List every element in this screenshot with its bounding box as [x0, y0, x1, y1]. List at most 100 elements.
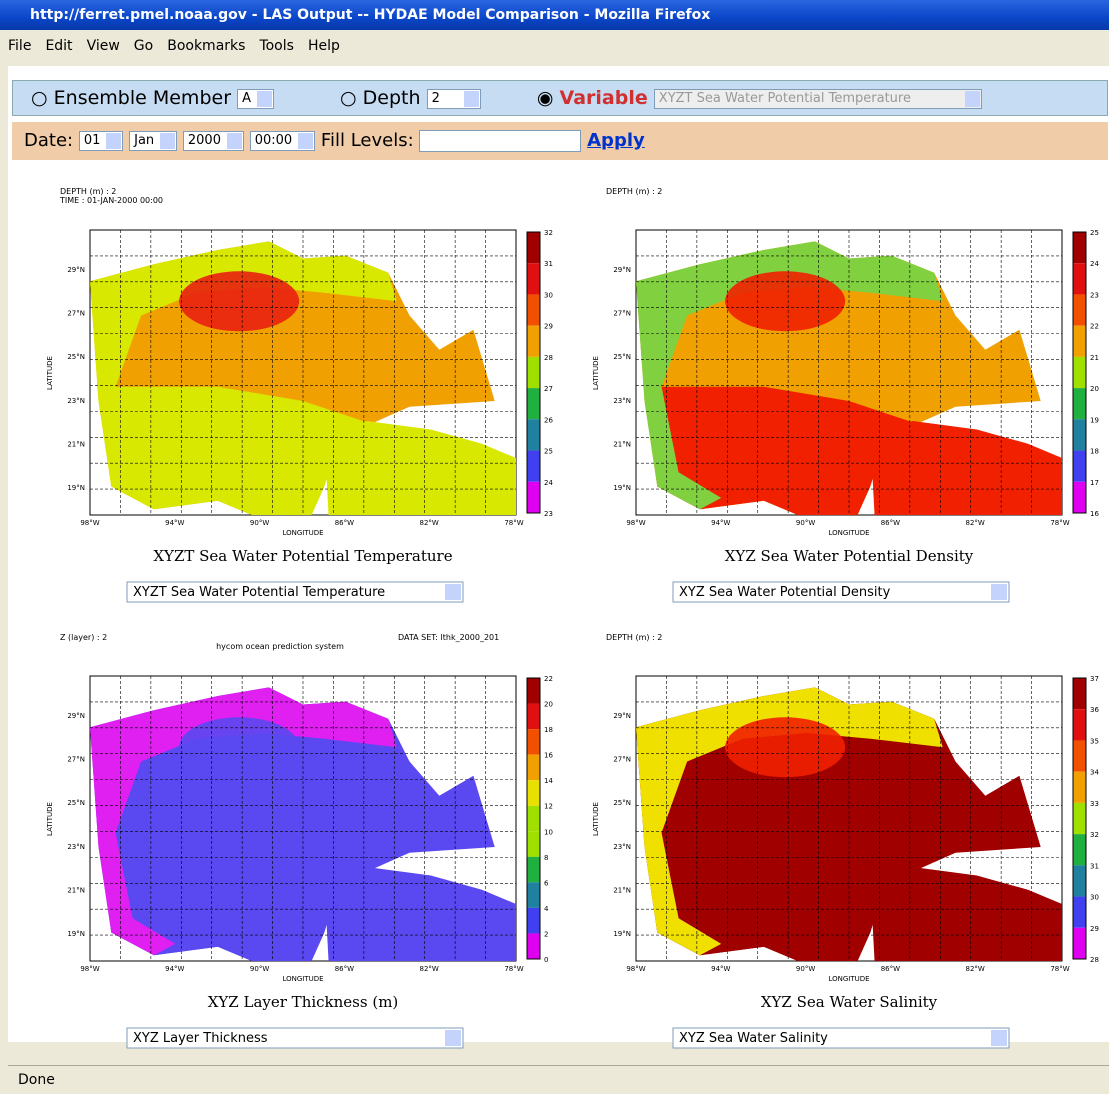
page: http://ferret.pmel.noaa.gov - LAS Output… [0, 0, 1109, 1093]
colorbar-segment [527, 326, 540, 357]
colorbar-segment [527, 451, 540, 482]
colorbar-label: 29 [1090, 925, 1099, 933]
ocean-feature [725, 271, 845, 331]
colorbar-label: 37 [1090, 675, 1099, 683]
lat-tick-label: 19°N [67, 484, 85, 492]
lat-tick-label: 23°N [613, 843, 631, 851]
colorbar-label: 28 [1090, 956, 1099, 964]
plot-header: TIME : 01-JAN-2000 00:00 [59, 196, 163, 205]
plot-subtitle: hycom ocean prediction system [216, 642, 344, 651]
colorbar-label: 31 [1090, 862, 1099, 870]
lon-tick-label: 90°W [796, 965, 815, 973]
colorbar-label: 26 [544, 416, 553, 424]
colorbar-label: 33 [1090, 800, 1099, 808]
lat-tick-label: 25°N [613, 799, 631, 807]
colorbar-segment [527, 678, 540, 704]
colorbar-label: 32 [1090, 831, 1099, 839]
lat-tick-label: 21°N [613, 886, 631, 894]
colorbar-segment [527, 704, 540, 730]
plot-header: DEPTH (m) : 2 [60, 187, 116, 196]
colorbar-segment [1073, 709, 1086, 740]
plot-header: DEPTH (m) : 2 [606, 633, 662, 642]
lon-tick-label: 94°W [711, 965, 730, 973]
lat-tick-label: 23°N [67, 397, 85, 405]
colorbar-label: 22 [1090, 323, 1099, 331]
colorbar-label: 28 [544, 354, 553, 362]
lon-tick-label: 82°W [966, 965, 985, 973]
lon-tick-label: 98°W [626, 519, 645, 527]
colorbar-label: 35 [1090, 737, 1099, 745]
select-value: XYZ Sea Water Salinity [679, 1031, 828, 1046]
x-axis-label: LONGITUDE [828, 529, 869, 537]
lon-tick-label: 90°W [250, 519, 269, 527]
select-button [445, 584, 461, 600]
colorbar-label: 16 [1090, 510, 1099, 518]
y-axis-label: LATITUDE [46, 356, 54, 390]
lon-tick-label: 86°W [881, 519, 900, 527]
colorbar-segment [527, 482, 540, 513]
colorbar-segment [527, 908, 540, 934]
colorbar-segment [527, 780, 540, 806]
lat-tick-label: 27°N [613, 756, 631, 764]
lat-tick-label: 29°N [613, 266, 631, 274]
lon-tick-label: 82°W [420, 965, 439, 973]
colorbar-label: 25 [544, 448, 553, 456]
select-value: XYZT Sea Water Potential Temperature [133, 585, 385, 600]
lon-tick-label: 94°W [165, 965, 184, 973]
lat-tick-label: 21°N [613, 440, 631, 448]
colorbar-segment [1073, 678, 1086, 709]
colorbar-label: 23 [1090, 291, 1099, 299]
y-axis-label: LATITUDE [592, 356, 600, 390]
ocean-feature [179, 271, 299, 331]
lon-tick-label: 86°W [881, 965, 900, 973]
lon-tick-label: 90°W [796, 519, 815, 527]
lon-tick-label: 90°W [250, 965, 269, 973]
colorbar-segment [1073, 772, 1086, 803]
plot-title: XYZ Sea Water Potential Density [725, 547, 974, 565]
ocean-feature [179, 717, 299, 777]
colorbar-segment [1073, 326, 1086, 357]
colorbar-segment [1073, 388, 1086, 419]
lat-tick-label: 25°N [613, 353, 631, 361]
colorbar-label: 22 [544, 675, 553, 683]
plots: DEPTH (m) : 2TIME : 01-JAN-2000 00:0029°… [0, 0, 1109, 1060]
colorbar-segment [527, 755, 540, 781]
colorbar-label: 18 [1090, 448, 1099, 456]
dataset-label: DATA SET: lthk_2000_201 [398, 633, 499, 642]
plot-title: XYZ Layer Thickness (m) [208, 993, 399, 1011]
colorbar-label: 17 [1090, 479, 1099, 487]
lat-tick-label: 27°N [613, 310, 631, 318]
colorbar-label: 12 [544, 803, 553, 811]
select-button [991, 1030, 1007, 1046]
lon-tick-label: 86°W [335, 519, 354, 527]
lon-tick-label: 86°W [335, 965, 354, 973]
plot-title: XYZT Sea Water Potential Temperature [153, 547, 452, 565]
plot-header: Z (layer) : 2 [60, 633, 107, 642]
colorbar-segment [527, 232, 540, 263]
colorbar-label: 16 [544, 752, 553, 760]
plot-header: DEPTH (m) : 2 [606, 187, 662, 196]
lat-tick-label: 19°N [613, 484, 631, 492]
colorbar-label: 6 [544, 879, 549, 887]
colorbar-segment [1073, 263, 1086, 294]
colorbar-label: 4 [544, 905, 549, 913]
colorbar-label: 31 [544, 260, 553, 268]
colorbar-segment [527, 882, 540, 908]
lon-tick-label: 94°W [165, 519, 184, 527]
colorbar-segment [527, 263, 540, 294]
colorbar-segment [1073, 865, 1086, 896]
lat-tick-label: 21°N [67, 440, 85, 448]
lat-tick-label: 27°N [67, 756, 85, 764]
colorbar-label: 21 [1090, 354, 1099, 362]
lon-tick-label: 98°W [80, 965, 99, 973]
colorbar-segment [1073, 294, 1086, 325]
lat-tick-label: 25°N [67, 799, 85, 807]
lon-tick-label: 82°W [420, 519, 439, 527]
colorbar-label: 34 [1090, 769, 1099, 777]
select-value: XYZ Sea Water Potential Density [679, 585, 891, 600]
lat-tick-label: 21°N [67, 886, 85, 894]
lat-tick-label: 19°N [613, 930, 631, 938]
x-axis-label: LONGITUDE [282, 975, 323, 983]
lat-tick-label: 29°N [67, 712, 85, 720]
colorbar-label: 20 [544, 701, 553, 709]
